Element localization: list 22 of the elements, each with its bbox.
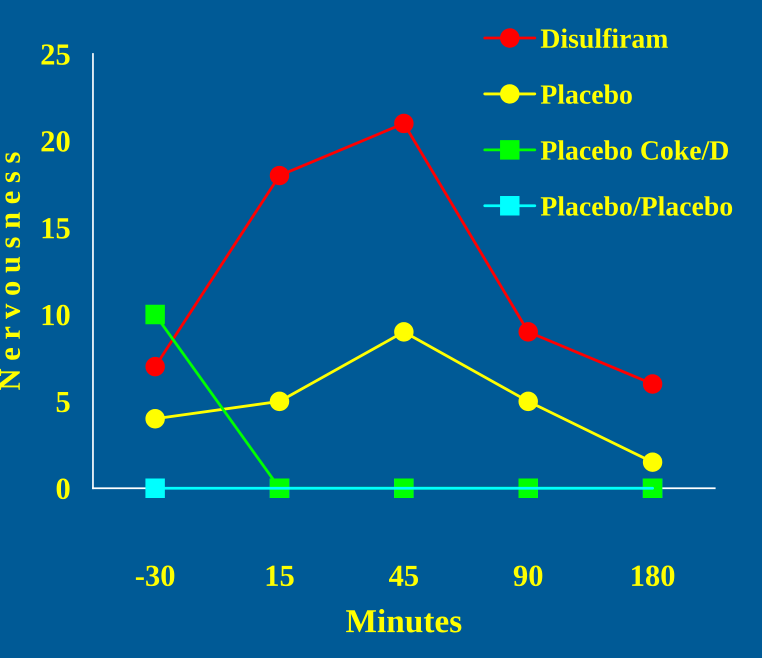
legend-label: Placebo (540, 84, 632, 104)
y-tick-label: 0 (56, 478, 70, 500)
y-axis-title: N e r v o u s n e s s (0, 152, 20, 390)
x-tick-label: 90 (514, 566, 542, 586)
point (145, 409, 165, 428)
legend-label: Placebo Coke/D (540, 140, 728, 160)
x-tick-label: -30 (136, 566, 174, 586)
x-tick-label: 180 (632, 566, 674, 586)
point (145, 356, 165, 376)
x-tick-label: 15 (266, 566, 294, 586)
point (642, 374, 662, 394)
x-axis-title: Minutes (346, 609, 462, 633)
legend-label: Placebo/Placebo (540, 196, 732, 216)
x-tick-label: 45 (389, 566, 418, 586)
y-tick-label: 20 (41, 131, 70, 152)
point (642, 452, 662, 472)
point (145, 478, 165, 498)
legend-label: Disulfiram (540, 28, 668, 48)
y-tick-label: 25 (41, 44, 70, 65)
y-tick-label: 10 (42, 304, 70, 326)
y-tick-label: 5 (56, 392, 70, 412)
y-tick-label: 15 (42, 218, 70, 239)
